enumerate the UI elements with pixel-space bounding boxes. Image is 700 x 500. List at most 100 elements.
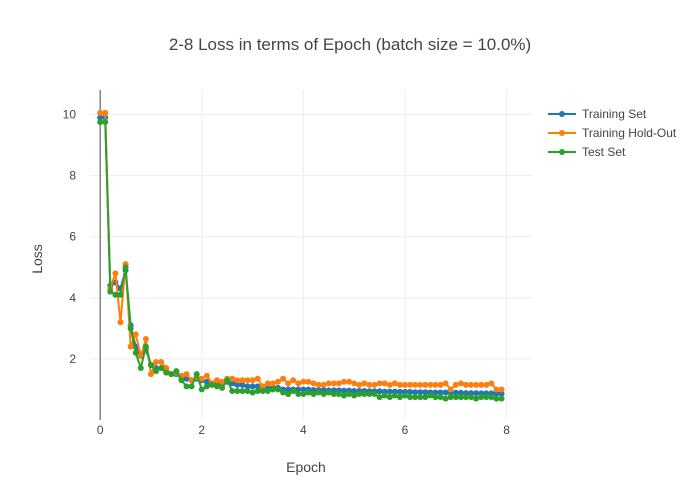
- data-point[interactable]: [173, 368, 180, 375]
- data-point[interactable]: [396, 388, 403, 395]
- data-point[interactable]: [366, 381, 373, 388]
- data-point[interactable]: [417, 381, 424, 388]
- data-point[interactable]: [356, 381, 363, 388]
- data-point[interactable]: [468, 381, 475, 388]
- data-point[interactable]: [396, 381, 403, 388]
- data-point[interactable]: [259, 383, 266, 390]
- data-point[interactable]: [401, 381, 408, 388]
- data-point[interactable]: [142, 343, 149, 350]
- data-point[interactable]: [137, 365, 144, 372]
- data-point[interactable]: [142, 336, 149, 343]
- data-point[interactable]: [462, 381, 469, 388]
- data-point[interactable]: [493, 395, 500, 402]
- data-point[interactable]: [351, 392, 358, 399]
- data-point[interactable]: [366, 391, 373, 398]
- data-point[interactable]: [219, 384, 226, 391]
- data-point[interactable]: [442, 389, 449, 396]
- data-point[interactable]: [432, 381, 439, 388]
- data-point[interactable]: [457, 380, 464, 387]
- data-point[interactable]: [234, 387, 241, 394]
- data-point[interactable]: [447, 386, 454, 393]
- data-point[interactable]: [254, 387, 261, 394]
- data-point[interactable]: [269, 380, 276, 387]
- data-point[interactable]: [498, 395, 505, 402]
- data-point[interactable]: [295, 386, 302, 393]
- data-point[interactable]: [274, 378, 281, 385]
- data-point[interactable]: [341, 387, 348, 394]
- data-point[interactable]: [478, 394, 485, 401]
- data-point[interactable]: [107, 288, 114, 295]
- data-point[interactable]: [239, 377, 246, 384]
- data-point[interactable]: [300, 378, 307, 385]
- data-point[interactable]: [483, 381, 490, 388]
- data-point[interactable]: [351, 380, 358, 387]
- data-point[interactable]: [396, 394, 403, 401]
- data-point[interactable]: [229, 380, 236, 387]
- data-point[interactable]: [229, 387, 236, 394]
- data-point[interactable]: [417, 394, 424, 401]
- data-point[interactable]: [341, 378, 348, 385]
- data-point[interactable]: [473, 395, 480, 402]
- data-point[interactable]: [147, 362, 154, 368]
- data-point[interactable]: [285, 391, 292, 398]
- data-point[interactable]: [229, 375, 236, 382]
- data-point[interactable]: [147, 371, 154, 378]
- data-point[interactable]: [442, 380, 449, 387]
- data-point[interactable]: [427, 381, 434, 388]
- data-point[interactable]: [412, 389, 419, 396]
- data-point[interactable]: [295, 380, 302, 387]
- data-point[interactable]: [391, 392, 398, 399]
- data-point[interactable]: [244, 383, 251, 390]
- data-point[interactable]: [432, 389, 439, 396]
- data-point[interactable]: [432, 394, 439, 401]
- data-point[interactable]: [452, 381, 459, 388]
- data-point[interactable]: [401, 392, 408, 399]
- data-point[interactable]: [407, 388, 414, 395]
- data-point[interactable]: [351, 387, 358, 394]
- data-point[interactable]: [330, 380, 337, 387]
- data-point[interactable]: [422, 381, 429, 388]
- data-point[interactable]: [457, 394, 464, 401]
- data-point[interactable]: [183, 383, 190, 390]
- data-point[interactable]: [112, 291, 119, 298]
- data-point[interactable]: [239, 381, 246, 388]
- data-point[interactable]: [386, 381, 393, 388]
- data-point[interactable]: [457, 389, 464, 396]
- data-point[interactable]: [386, 388, 393, 395]
- data-point[interactable]: [483, 394, 490, 401]
- data-point[interactable]: [452, 389, 459, 396]
- data-point[interactable]: [137, 352, 144, 359]
- data-point[interactable]: [97, 109, 104, 116]
- data-point[interactable]: [346, 391, 353, 398]
- data-point[interactable]: [102, 109, 109, 116]
- data-point[interactable]: [264, 387, 271, 394]
- data-point[interactable]: [417, 389, 424, 396]
- data-point[interactable]: [244, 377, 251, 384]
- data-point[interactable]: [478, 381, 485, 388]
- data-point[interactable]: [462, 394, 469, 401]
- data-point[interactable]: [203, 372, 210, 379]
- data-point[interactable]: [188, 383, 195, 390]
- data-point[interactable]: [437, 381, 444, 388]
- data-point[interactable]: [493, 390, 500, 397]
- legend-item[interactable]: Test Set: [548, 145, 626, 159]
- data-point[interactable]: [412, 394, 419, 401]
- data-point[interactable]: [427, 392, 434, 399]
- data-point[interactable]: [381, 380, 388, 387]
- data-point[interactable]: [214, 383, 221, 390]
- data-point[interactable]: [356, 391, 363, 398]
- data-point[interactable]: [224, 377, 231, 384]
- data-point[interactable]: [315, 389, 322, 396]
- data-point[interactable]: [249, 389, 256, 396]
- data-point[interactable]: [386, 394, 393, 401]
- data-point[interactable]: [269, 386, 276, 393]
- data-point[interactable]: [325, 389, 332, 396]
- data-point[interactable]: [493, 386, 500, 393]
- data-point[interactable]: [178, 377, 185, 384]
- data-point[interactable]: [407, 381, 414, 388]
- data-point[interactable]: [310, 380, 317, 387]
- data-point[interactable]: [264, 380, 271, 387]
- data-point[interactable]: [452, 394, 459, 401]
- data-point[interactable]: [488, 380, 495, 387]
- data-point[interactable]: [381, 392, 388, 399]
